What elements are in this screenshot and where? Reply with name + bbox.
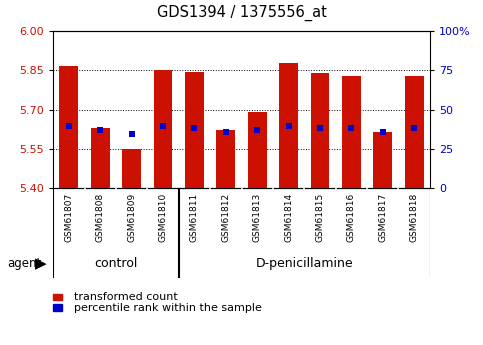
Text: GSM61816: GSM61816: [347, 193, 356, 242]
Point: [222, 129, 230, 135]
Bar: [405, 76, 424, 188]
Bar: [311, 73, 329, 188]
Text: GSM61809: GSM61809: [127, 193, 136, 242]
Text: GSM61810: GSM61810: [158, 193, 168, 242]
Point: [253, 128, 261, 133]
Text: GSM61811: GSM61811: [190, 193, 199, 242]
Point: [128, 131, 135, 136]
Text: transformed count: transformed count: [74, 293, 178, 302]
Point: [97, 128, 104, 133]
Text: GSM61807: GSM61807: [64, 193, 73, 242]
Bar: [216, 130, 235, 188]
Bar: [248, 112, 267, 188]
Bar: [279, 63, 298, 188]
Bar: [373, 132, 392, 188]
Point: [348, 126, 355, 131]
Point: [159, 124, 167, 129]
Text: ▶: ▶: [35, 256, 47, 271]
Point: [316, 126, 324, 131]
Point: [411, 126, 418, 131]
Text: D-penicillamine: D-penicillamine: [256, 257, 353, 270]
Point: [285, 124, 293, 129]
Point: [379, 129, 387, 134]
Bar: [122, 149, 141, 188]
Text: GSM61814: GSM61814: [284, 193, 293, 242]
Bar: [59, 66, 78, 188]
Point: [65, 124, 73, 129]
Point: [191, 126, 199, 131]
Text: GSM61812: GSM61812: [221, 193, 230, 242]
Text: control: control: [94, 257, 138, 270]
Text: agent: agent: [7, 257, 42, 270]
Text: GDS1394 / 1375556_at: GDS1394 / 1375556_at: [156, 5, 327, 21]
Text: GSM61815: GSM61815: [315, 193, 325, 242]
Text: GSM61817: GSM61817: [378, 193, 387, 242]
Text: GSM61813: GSM61813: [253, 193, 262, 242]
Bar: [342, 76, 361, 188]
Text: GSM61808: GSM61808: [96, 193, 105, 242]
Text: GSM61818: GSM61818: [410, 193, 419, 242]
Bar: [154, 70, 172, 188]
Bar: [91, 128, 110, 188]
Bar: [185, 72, 204, 188]
Text: percentile rank within the sample: percentile rank within the sample: [74, 303, 262, 313]
